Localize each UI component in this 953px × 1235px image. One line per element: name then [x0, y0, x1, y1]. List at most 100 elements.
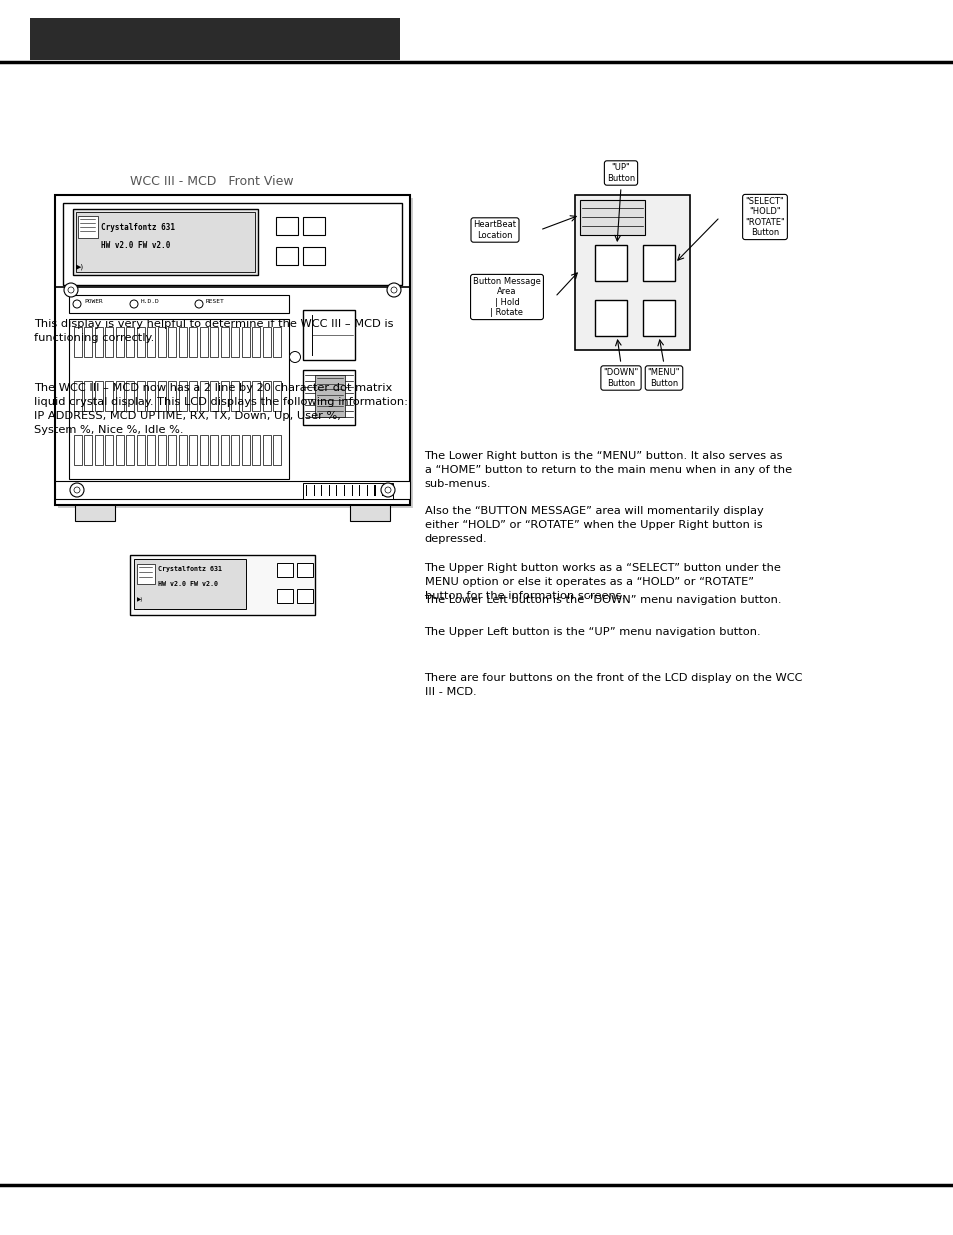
Text: The Lower Right button is the “MENU” button. It also serves as
a “HOME” button t: The Lower Right button is the “MENU” but…: [424, 451, 791, 489]
Bar: [310, 485, 311, 496]
Text: ▶): ▶): [137, 597, 143, 601]
Bar: [179, 382, 187, 411]
Bar: [263, 435, 271, 466]
Bar: [303, 310, 355, 359]
Bar: [211, 435, 218, 466]
Text: The Lower Left button is the “DOWN” menu navigation button.: The Lower Left button is the “DOWN” menu…: [424, 595, 781, 605]
Bar: [221, 327, 229, 357]
Bar: [55, 195, 410, 505]
Bar: [158, 435, 166, 466]
Bar: [127, 327, 134, 357]
Bar: [106, 435, 113, 466]
Bar: [303, 217, 325, 235]
Bar: [148, 435, 155, 466]
Bar: [78, 216, 98, 238]
Bar: [303, 370, 355, 425]
Circle shape: [64, 283, 78, 296]
Bar: [148, 327, 155, 357]
Circle shape: [74, 487, 80, 493]
Circle shape: [68, 287, 74, 293]
Circle shape: [70, 483, 84, 496]
Bar: [190, 382, 197, 411]
Bar: [130, 555, 314, 615]
Text: ▶): ▶): [76, 263, 84, 269]
Circle shape: [387, 283, 400, 296]
Bar: [200, 382, 208, 411]
Bar: [221, 435, 229, 466]
Circle shape: [194, 300, 203, 308]
Bar: [95, 327, 103, 357]
Text: The WCC III – MCD now has a 2 line by 20 character dot matrix
liquid crystal dis: The WCC III – MCD now has a 2 line by 20…: [34, 383, 408, 435]
Circle shape: [385, 487, 391, 493]
Bar: [137, 327, 145, 357]
Bar: [355, 485, 356, 496]
Text: The Upper Left button is the “UP” menu navigation button.: The Upper Left button is the “UP” menu n…: [424, 627, 760, 637]
Bar: [179, 435, 187, 466]
Bar: [221, 382, 229, 411]
Bar: [242, 435, 250, 466]
Bar: [253, 382, 260, 411]
Bar: [642, 300, 675, 336]
Bar: [595, 245, 626, 282]
Bar: [340, 485, 341, 496]
Text: Button Message
Area
| Hold
| Rotate: Button Message Area | Hold | Rotate: [473, 277, 540, 317]
Text: HeartBeat
Location: HeartBeat Location: [473, 220, 516, 240]
Bar: [595, 300, 626, 336]
Bar: [263, 327, 271, 357]
Circle shape: [73, 300, 81, 308]
Bar: [276, 563, 293, 577]
Text: This display is very helpful to determine if the WCC III – MCD is
functioning co: This display is very helpful to determin…: [34, 319, 394, 342]
Bar: [253, 435, 260, 466]
Bar: [55, 480, 410, 499]
Bar: [314, 375, 345, 417]
Text: Also the “BUTTON MESSAGE” area will momentarily display
either “HOLD” or “ROTATE: Also the “BUTTON MESSAGE” area will mome…: [424, 506, 762, 545]
Text: Crystalfontz 631: Crystalfontz 631: [158, 566, 222, 572]
Bar: [63, 203, 401, 285]
Bar: [642, 245, 675, 282]
Text: "MENU"
Button: "MENU" Button: [647, 368, 679, 388]
Bar: [374, 485, 375, 496]
Bar: [85, 382, 92, 411]
Bar: [275, 217, 297, 235]
Bar: [344, 485, 345, 496]
Bar: [85, 327, 92, 357]
Bar: [106, 382, 113, 411]
Circle shape: [380, 483, 395, 496]
Bar: [232, 435, 239, 466]
Bar: [211, 327, 218, 357]
Bar: [95, 435, 103, 466]
Bar: [74, 382, 82, 411]
Bar: [242, 382, 250, 411]
Bar: [158, 327, 166, 357]
Text: "UP"
Button: "UP" Button: [606, 163, 635, 183]
Bar: [116, 327, 124, 357]
Bar: [253, 327, 260, 357]
Bar: [325, 485, 326, 496]
Bar: [137, 435, 145, 466]
Bar: [137, 382, 145, 411]
Bar: [69, 295, 289, 312]
Bar: [579, 200, 644, 235]
Bar: [137, 564, 154, 584]
Bar: [211, 382, 218, 411]
Bar: [242, 327, 250, 357]
Bar: [274, 327, 281, 357]
Bar: [317, 485, 318, 496]
Bar: [276, 589, 293, 603]
Bar: [69, 319, 289, 479]
Circle shape: [391, 287, 396, 293]
Bar: [116, 435, 124, 466]
Text: HW v2.0 FW v2.0: HW v2.0 FW v2.0: [101, 241, 171, 249]
Bar: [303, 483, 393, 499]
Bar: [321, 485, 322, 496]
Bar: [232, 327, 239, 357]
Bar: [30, 19, 399, 61]
Circle shape: [289, 352, 300, 363]
Bar: [133, 559, 246, 609]
Bar: [200, 327, 208, 357]
Text: "DOWN"
Button: "DOWN" Button: [602, 368, 638, 388]
Bar: [303, 247, 325, 266]
Bar: [296, 563, 313, 577]
Bar: [296, 589, 313, 603]
Bar: [85, 435, 92, 466]
